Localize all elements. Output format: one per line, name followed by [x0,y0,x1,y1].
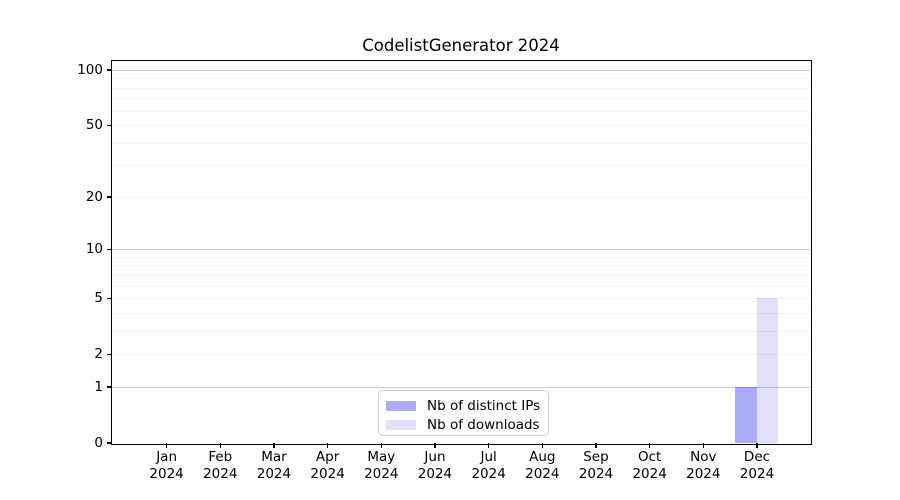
gridline-y-90 [112,78,810,80]
y-tick-100 [107,69,112,71]
x-tick-label-line: 2024 [417,465,453,482]
x-tick-label-feb-2024: Feb 2024 [188,449,252,482]
y-tick-label-0: 0 [94,435,103,451]
y-tick-50 [107,124,112,126]
legend-item-distinct-ips: Nb of distinct IPs [386,396,548,415]
x-tick-label-line: 2024 [686,465,721,482]
gridline-y-2 [112,354,810,356]
x-tick-label-jan-2024: Jan 2024 [135,449,199,482]
x-tick-label-apr-2024: Apr 2024 [296,449,360,482]
legend-label-distinct-ips: Nb of distinct IPs [427,397,541,414]
y-tick-10 [107,248,112,250]
gridline-y-80 [112,87,810,89]
y-tick-2 [107,353,112,355]
x-tick-label-line: 2024 [310,465,345,482]
x-tick-label-line: 2024 [471,465,506,482]
gridline-y-6 [112,285,810,287]
y-tick-5 [107,297,112,299]
gridline-y-20 [112,196,810,198]
y-tick-label-2: 2 [94,346,103,363]
x-tick-label-aug-2024: Aug 2024 [510,449,574,482]
y-tick-20 [107,196,112,198]
gridline-y-100 [112,70,810,71]
legend: Nb of distinct IPs Nb of downloads [378,390,549,436]
x-tick-oct-2024 [649,443,651,448]
x-tick-jan-2024 [166,443,168,448]
x-tick-label-line: 2024 [632,465,667,482]
x-tick-label-nov-2024: Nov 2024 [671,449,735,482]
x-tick-dec-2024 [756,443,758,448]
x-tick-label-mar-2024: Mar 2024 [242,449,306,482]
legend-label-downloads: Nb of downloads [427,416,540,433]
y-tick-1 [107,386,112,388]
gridline-y-10 [112,249,810,251]
x-tick-label-line: 2024 [364,465,399,482]
gridline-y-60 [112,110,810,112]
x-tick-label-line: Apr [315,449,340,465]
plot-area [112,62,810,444]
legend-swatch-downloads-icon [386,419,416,430]
x-tick-feb-2024 [219,443,221,448]
x-tick-label-line: May [367,449,396,465]
x-tick-mar-2024 [273,443,275,448]
x-tick-label-jun-2024: Jun 2024 [403,449,467,482]
x-tick-label-line: 2024 [203,465,238,482]
x-tick-sep-2024 [595,443,597,448]
y-tick-label-20: 20 [85,188,103,205]
chart-title: CodelistGenerator 2024 [362,36,560,55]
x-tick-label-sep-2024: Sep 2024 [564,449,628,482]
x-tick-label-jul-2024: Jul 2024 [457,449,521,482]
y-tick-label-1: 1 [94,378,103,395]
y-tick-label-5: 5 [94,290,103,307]
y-tick-0 [107,442,112,444]
x-tick-aug-2024 [541,443,543,448]
legend-item-downloads: Nb of downloads [386,415,548,434]
bar-downloads-dec-2024 [756,298,779,443]
y-tick-label-50: 50 [85,117,103,134]
bar-distinct-ips-dec-2024 [735,386,757,443]
x-tick-label-oct-2024: Oct 2024 [618,449,682,482]
x-tick-label-dec-2024: Dec 2024 [725,449,789,482]
x-tick-label-line: Sep [583,449,609,465]
x-tick-label-line: 2024 [578,465,614,482]
gridline-y-9 [112,256,810,258]
gridline-y-70 [112,98,810,100]
x-tick-label-line: 2024 [149,465,184,482]
gridline-y-50 [112,125,810,127]
gridline-y-4 [112,312,810,314]
gridline-y-1 [112,386,810,388]
gridline-y-7 [112,274,810,276]
y-tick-label-100: 100 [77,62,103,78]
x-tick-nov-2024 [702,443,704,448]
gridline-y-8 [112,265,810,267]
gridline-y-30 [112,165,810,167]
x-tick-label-line: Dec [743,449,771,465]
x-tick-apr-2024 [327,443,329,448]
x-tick-label-line: 2024 [739,465,775,482]
x-tick-label-line: Jun [424,449,446,465]
x-tick-label-may-2024: May 2024 [349,449,413,482]
x-tick-jun-2024 [434,443,436,448]
gridline-y-40 [112,142,810,144]
x-tick-label-line: Mar [261,449,287,465]
x-tick-label-line: 2024 [256,465,292,482]
x-tick-label-line: Nov [690,449,717,465]
x-tick-may-2024 [380,443,382,448]
x-tick-label-line: 2024 [525,465,560,482]
x-tick-label-line: Aug [529,449,556,465]
x-tick-label-line: Oct [637,449,662,465]
x-tick-label-line: Feb [208,449,233,465]
gridline-y-3 [112,330,810,332]
x-tick-label-line: Jul [480,449,497,465]
legend-swatch-distinct-ips-icon [386,400,416,411]
gridline-y-5 [112,298,810,300]
y-tick-label-10: 10 [85,241,103,258]
x-tick-jul-2024 [488,443,490,448]
x-tick-label-line: Jan [156,449,177,465]
